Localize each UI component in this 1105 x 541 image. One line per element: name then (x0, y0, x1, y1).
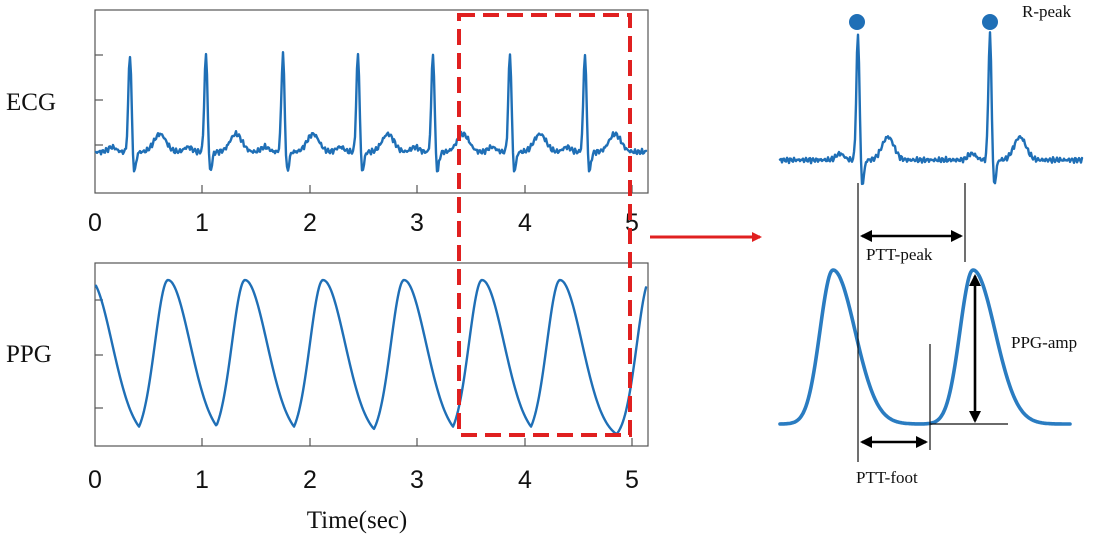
ecg-panel: ECG 0 1 2 3 4 5 (6, 9, 649, 237)
ppg-signal-trace (94, 278, 648, 435)
highlight-box (457, 13, 632, 437)
time-axis-label: Time(sec) (307, 507, 407, 534)
zoom-panel: R-peak PTT-peak PPG-amp PTT-foot (778, 2, 1084, 487)
ppg-panel: PPG 0 1 2 3 4 5 Time(sec) (6, 262, 649, 534)
ppg-axes-frame (94, 262, 649, 447)
r-peak-marker (849, 14, 865, 30)
zoom-ppg-trace (778, 268, 1072, 426)
ecg-x-tick-label: 2 (303, 209, 317, 237)
zoom-ecg-trace (778, 31, 1084, 186)
ecg-x-ticks (201, 185, 633, 193)
ecg-x-tick-label: 1 (195, 209, 209, 237)
ppg-x-ticks (201, 438, 633, 446)
ppg-x-tick-labels: 0 1 2 3 4 5 (88, 466, 639, 494)
ptt-foot-label: PTT-foot (856, 468, 918, 487)
ecg-label: ECG (6, 89, 56, 116)
ecg-x-tick-labels: 0 1 2 3 4 5 (88, 209, 639, 237)
ecg-axes-frame (94, 9, 649, 194)
ptt-peak-label: PTT-peak (866, 245, 933, 264)
ppg-amp-label: PPG-amp (1011, 333, 1077, 352)
ecg-x-tick-label: 0 (88, 209, 102, 237)
ecg-y-ticks (95, 54, 103, 146)
ppg-label: PPG (6, 341, 52, 368)
ecg-signal-trace (94, 51, 648, 173)
ecg-x-tick-label: 3 (410, 209, 424, 237)
r-peak-label: R-peak (1022, 2, 1072, 21)
ppg-x-tick-label: 2 (303, 466, 317, 494)
ppg-x-tick-label: 5 (625, 466, 639, 494)
ppg-y-ticks (95, 299, 103, 409)
ppg-x-tick-label: 1 (195, 466, 209, 494)
ppg-x-tick-label: 0 (88, 466, 102, 494)
r-peak-marker (982, 14, 998, 30)
ppg-x-tick-label: 3 (410, 466, 424, 494)
ppg-x-tick-label: 4 (518, 466, 532, 494)
ecg-x-tick-label: 4 (518, 209, 532, 237)
